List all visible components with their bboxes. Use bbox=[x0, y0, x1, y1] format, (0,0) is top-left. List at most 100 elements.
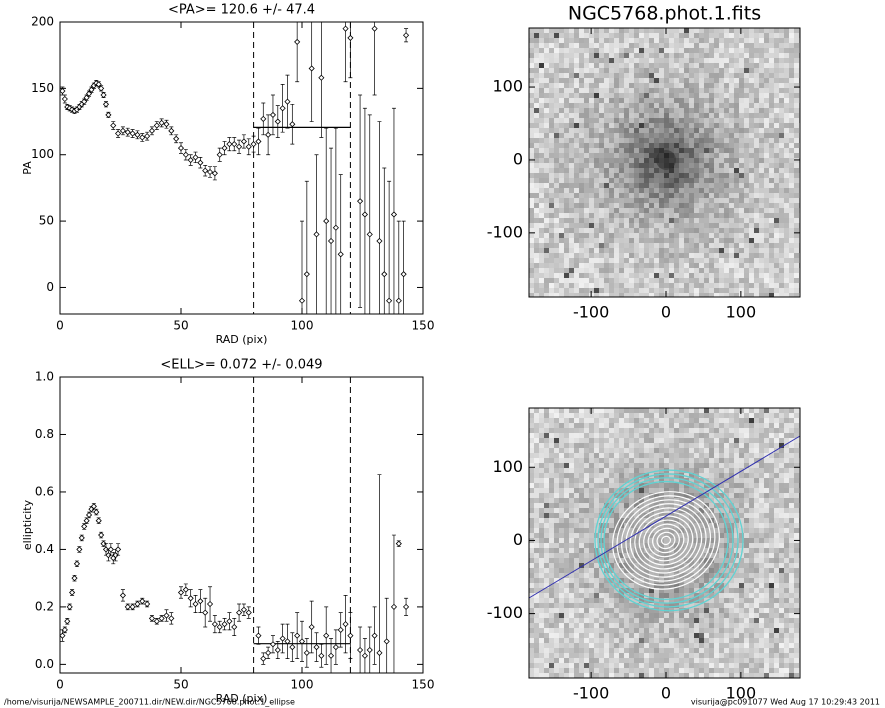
pixel bbox=[534, 448, 539, 453]
pixel bbox=[644, 138, 649, 143]
pixel bbox=[709, 288, 714, 293]
pixel bbox=[729, 453, 734, 458]
pixel bbox=[744, 528, 749, 533]
pixel bbox=[724, 288, 729, 293]
pixel bbox=[609, 208, 614, 213]
pixel bbox=[699, 498, 704, 503]
pixel bbox=[749, 443, 754, 448]
pixel bbox=[759, 523, 764, 528]
pixel bbox=[749, 543, 754, 548]
pixel bbox=[739, 43, 744, 48]
pixel bbox=[569, 243, 574, 248]
pixel bbox=[729, 43, 734, 48]
pixel bbox=[764, 508, 769, 513]
pixel bbox=[779, 468, 784, 473]
pixel bbox=[654, 248, 659, 253]
pixel bbox=[559, 203, 564, 208]
pixel bbox=[704, 158, 709, 163]
pixel bbox=[529, 523, 534, 528]
pixel bbox=[689, 163, 694, 168]
pixel bbox=[569, 208, 574, 213]
pixel bbox=[714, 438, 719, 443]
pixel bbox=[589, 123, 594, 128]
pixel bbox=[624, 263, 629, 268]
pixel bbox=[784, 488, 789, 493]
pixel bbox=[784, 198, 789, 203]
pixel bbox=[654, 163, 659, 168]
pixel bbox=[744, 243, 749, 248]
pixel bbox=[609, 293, 614, 297]
pixel bbox=[729, 283, 734, 288]
pixel bbox=[669, 243, 674, 248]
pixel bbox=[629, 288, 634, 293]
pixel bbox=[624, 113, 629, 118]
pixel bbox=[569, 63, 574, 68]
pixel bbox=[629, 418, 634, 423]
pixel bbox=[714, 238, 719, 243]
pixel bbox=[769, 188, 774, 193]
pixel bbox=[624, 148, 629, 153]
pixel bbox=[684, 453, 689, 458]
pixel bbox=[654, 463, 659, 468]
pixel bbox=[679, 113, 684, 118]
pixel bbox=[679, 263, 684, 268]
pixel bbox=[724, 243, 729, 248]
pixel bbox=[739, 103, 744, 108]
pixel bbox=[529, 278, 534, 283]
pixel bbox=[644, 208, 649, 213]
pixel bbox=[754, 33, 759, 38]
pixel bbox=[734, 273, 739, 278]
pixel bbox=[784, 213, 789, 218]
pixel bbox=[599, 173, 604, 178]
pixel bbox=[534, 458, 539, 463]
pixel bbox=[584, 163, 589, 168]
pixel bbox=[544, 473, 549, 478]
pixel bbox=[539, 168, 544, 173]
pixel bbox=[674, 138, 679, 143]
pixel bbox=[579, 438, 584, 443]
pixel bbox=[749, 538, 754, 543]
pixel bbox=[709, 93, 714, 98]
pixel bbox=[664, 258, 669, 263]
pixel bbox=[664, 508, 669, 513]
pixel bbox=[604, 223, 609, 228]
pixel bbox=[664, 448, 669, 453]
pixel bbox=[594, 168, 599, 173]
pixel bbox=[579, 538, 584, 543]
pixel bbox=[599, 218, 604, 223]
pixel bbox=[709, 278, 714, 283]
pixel bbox=[574, 468, 579, 473]
pixel bbox=[689, 278, 694, 283]
pixel bbox=[764, 483, 769, 488]
pixel bbox=[714, 163, 719, 168]
pixel bbox=[614, 243, 619, 248]
pixel bbox=[724, 488, 729, 493]
pixel bbox=[579, 293, 584, 297]
pixel bbox=[664, 53, 669, 58]
pixel bbox=[634, 233, 639, 238]
pixel bbox=[709, 428, 714, 433]
pixel bbox=[689, 108, 694, 113]
pixel bbox=[584, 198, 589, 203]
pixel bbox=[634, 248, 639, 253]
pixel bbox=[779, 198, 784, 203]
pixel bbox=[574, 118, 579, 123]
pixel bbox=[669, 258, 674, 263]
pixel bbox=[714, 188, 719, 193]
pixel bbox=[744, 138, 749, 143]
pixel bbox=[764, 108, 769, 113]
point bbox=[303, 271, 310, 278]
pixel bbox=[784, 428, 789, 433]
pixel bbox=[764, 523, 769, 528]
pixel bbox=[774, 528, 779, 533]
pixel bbox=[774, 198, 779, 203]
pixel bbox=[584, 38, 589, 43]
pixel bbox=[684, 523, 689, 528]
pixel bbox=[644, 293, 649, 297]
pixel bbox=[739, 428, 744, 433]
error-bar bbox=[343, 21, 348, 83]
pixel bbox=[564, 523, 569, 528]
pixel bbox=[584, 523, 589, 528]
pixel bbox=[764, 243, 769, 248]
pixel bbox=[774, 548, 779, 553]
